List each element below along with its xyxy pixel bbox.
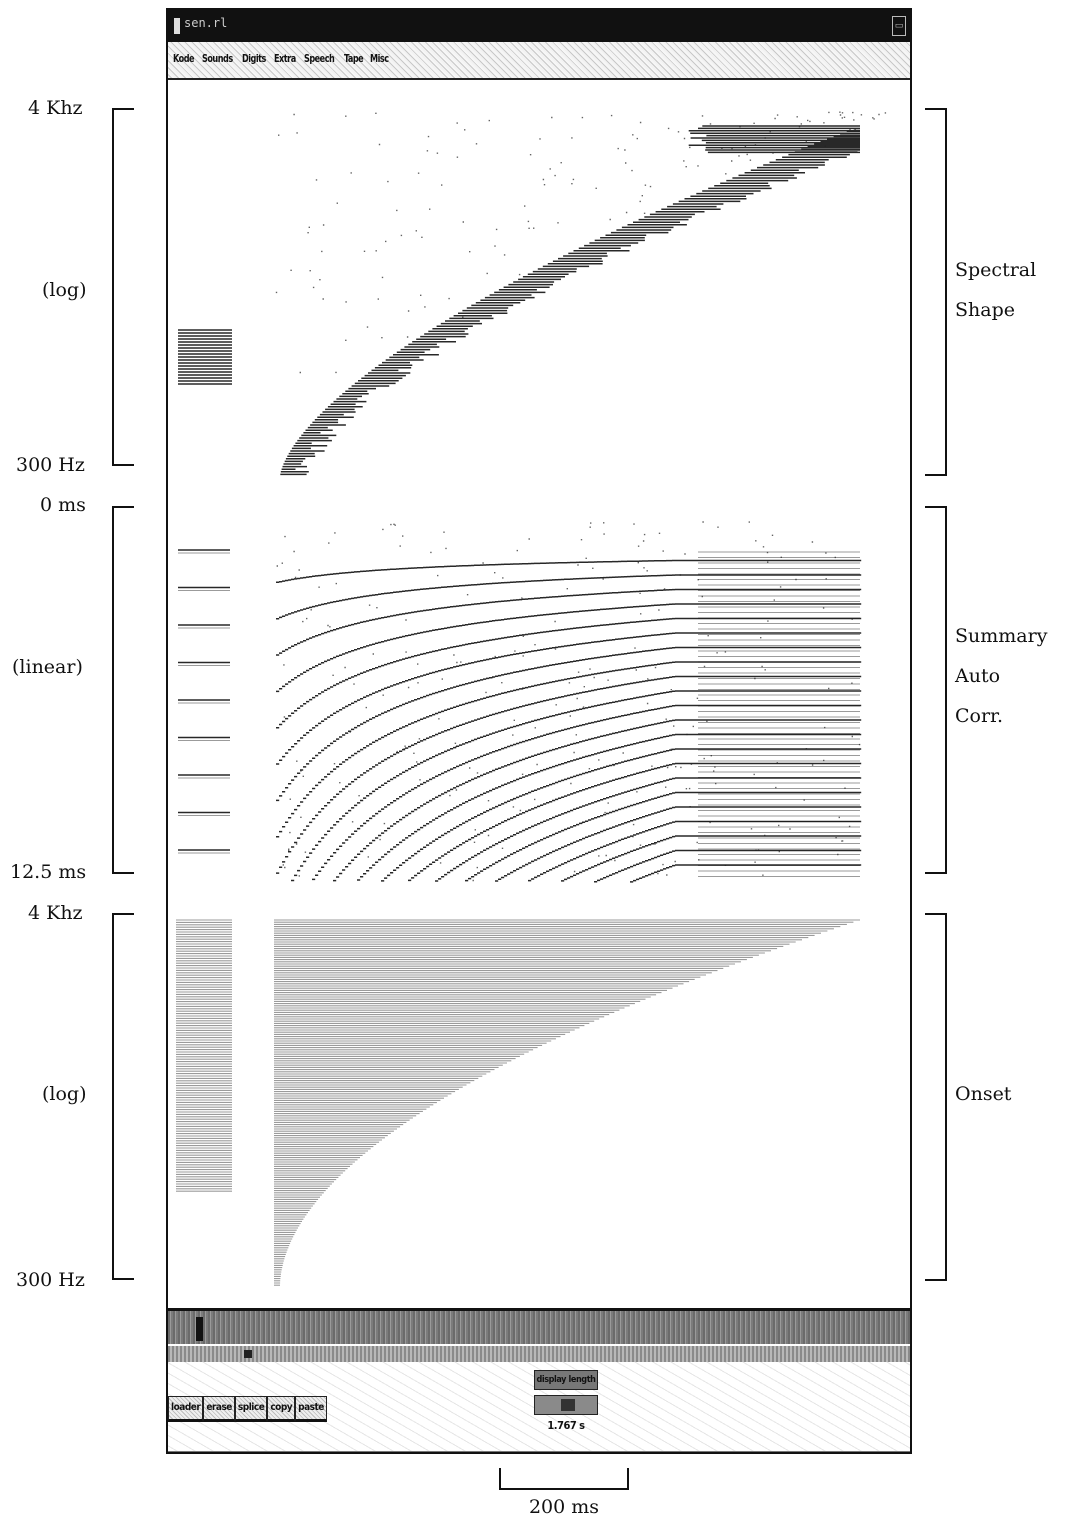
display-length-slider[interactable]: [534, 1395, 598, 1415]
spectral-axis-mid: (log): [42, 279, 87, 301]
autocorr-left-bracket: [112, 506, 134, 874]
menu-extra[interactable]: Extra: [274, 52, 296, 65]
control-area: loader erase splice copy paste display l…: [168, 1362, 910, 1452]
menu-sounds[interactable]: Sounds: [201, 52, 233, 65]
onset-label: Onset: [955, 1074, 1011, 1114]
display-length-value: 1.767 s: [547, 1419, 585, 1432]
menu-digits[interactable]: Digits: [242, 52, 266, 65]
onset-axis-bottom: 300 Hz: [16, 1269, 85, 1291]
spectral-axis-top: 4 Khz: [28, 97, 83, 119]
copy-button[interactable]: copy: [267, 1396, 296, 1422]
correlogram-texture: [176, 111, 887, 1286]
onset-axis-top: 4 Khz: [28, 902, 83, 924]
spectral-shape-label: Spectral Shape: [955, 250, 1036, 330]
autocorr-right-bracket: [925, 506, 947, 874]
summary-autocorr-label: Summary Auto Corr.: [955, 616, 1047, 736]
onset-left-bracket: [112, 913, 134, 1280]
autocorr-axis-top: 0 ms: [40, 494, 86, 516]
position-scrollbar[interactable]: [168, 1346, 910, 1362]
onset-right-bracket: [925, 913, 947, 1281]
spectral-axis-bottom: 300 Hz: [16, 454, 85, 476]
paste-button[interactable]: paste: [295, 1396, 327, 1422]
display-length-control: display length 1.767 s: [534, 1370, 598, 1432]
maximize-icon[interactable]: ▭: [892, 16, 906, 36]
loader-button[interactable]: loader: [168, 1396, 204, 1422]
window-title: sen.rl: [184, 16, 228, 30]
autocorr-axis-bottom: 12.5 ms: [10, 861, 87, 883]
window-menu-icon[interactable]: [174, 18, 180, 34]
menu-misc[interactable]: Misc: [370, 52, 389, 65]
spectral-shape-label-line2: Shape: [955, 299, 1015, 321]
menu-list: Kode Sounds Digits Extra Speech Tape Misc: [170, 42, 393, 66]
erase-button[interactable]: erase: [203, 1396, 235, 1422]
onset-axis-mid: (log): [42, 1083, 87, 1105]
spectral-shape-label-line1: Spectral: [955, 259, 1037, 281]
app-window: sen.rl ▭ Kode Sounds Digits Extra Speech Tape…: [166, 8, 912, 1454]
summary-autocorr-label-line1: Summary: [955, 625, 1048, 647]
menu-speech[interactable]: Speech: [303, 52, 335, 65]
summary-autocorr-label-line2: Auto: [955, 665, 1001, 687]
position-scrollbar-thumb[interactable]: [244, 1350, 252, 1358]
display-length-label: display length: [534, 1370, 598, 1390]
spectral-right-bracket: [925, 108, 947, 476]
menu-tape[interactable]: Tape: [343, 52, 364, 65]
title-bar[interactable]: sen.rl ▭: [168, 10, 910, 42]
scale-bar: [499, 1468, 629, 1490]
spectral-left-bracket: [112, 108, 134, 466]
correlogram-display: [168, 82, 910, 1308]
scale-bar-label: 200 ms: [528, 1496, 600, 1518]
time-scrollbar-thumb[interactable]: [196, 1317, 203, 1341]
autocorr-axis-mid: (linear): [12, 656, 83, 678]
edit-button-group: loader erase splice copy paste: [168, 1396, 327, 1422]
time-scrollbar[interactable]: [168, 1308, 910, 1344]
display-length-knob[interactable]: [561, 1399, 575, 1411]
splice-button[interactable]: splice: [234, 1396, 268, 1422]
correlogram-visualization: [176, 111, 887, 1286]
menu-bar: Kode Sounds Digits Extra Speech Tape Misc: [168, 42, 910, 80]
onset-label-line1: Onset: [955, 1083, 1012, 1105]
summary-autocorr-label-line3: Corr.: [955, 705, 1004, 727]
menu-kode[interactable]: Kode: [173, 52, 195, 65]
